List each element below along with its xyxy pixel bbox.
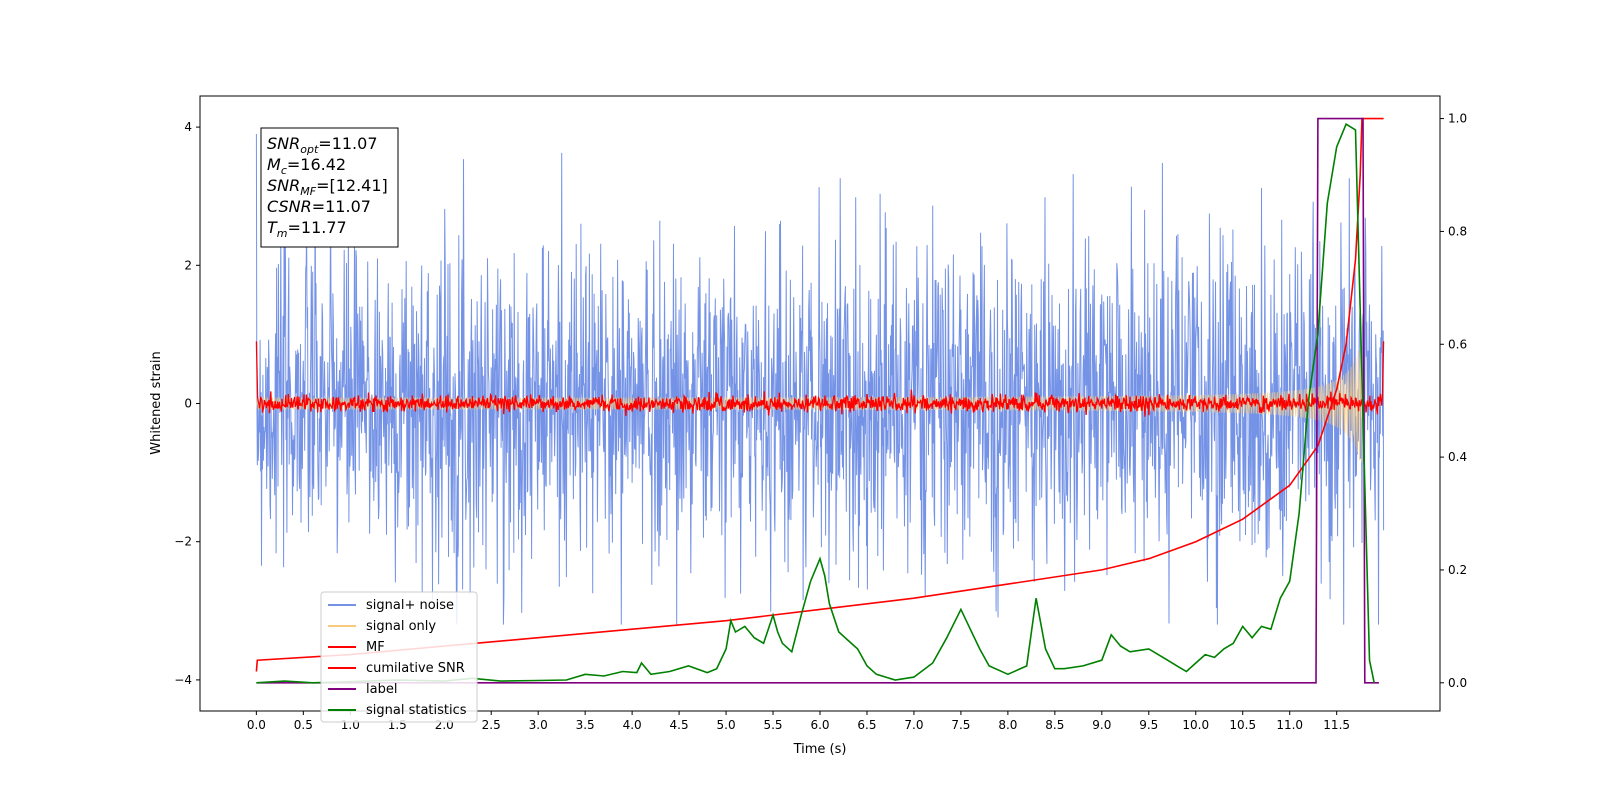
x-tick-label: 4.5 — [670, 718, 689, 732]
y2-tick-label: 0.2 — [1448, 563, 1467, 577]
series-label — [256, 117, 1379, 684]
series-signal-statistics — [256, 123, 1375, 684]
x-tick-label: 8.0 — [998, 718, 1017, 732]
x-tick-label: 6.0 — [810, 718, 829, 732]
legend-label: MF — [366, 640, 385, 655]
x-tick-label: 3.0 — [529, 718, 548, 732]
y-tick-label: 0 — [184, 397, 192, 411]
y2-tick-label: 0.0 — [1448, 676, 1467, 690]
legend-label: signal+ noise — [366, 598, 454, 613]
stats-line: SNRopt=11.07 — [267, 134, 378, 156]
y2-tick-label: 0.8 — [1448, 224, 1467, 238]
stats-line: Mc=16.42 — [267, 155, 346, 177]
x-tick-label: 11.0 — [1276, 718, 1303, 732]
x-tick-label: 5.5 — [763, 718, 782, 732]
x-tick-label: 9.0 — [1092, 718, 1111, 732]
x-tick-label: 7.0 — [904, 718, 923, 732]
y-tick-label: −4 — [174, 673, 192, 687]
legend: signal+ noise signal only MF cumilative SNR… — [320, 591, 478, 723]
x-tick-label: 7.5 — [951, 718, 970, 732]
series-signal-only — [255, 344, 1363, 463]
stats-line: CSNR=11.07 — [267, 197, 371, 216]
stats-lines: SNRopt=11.07Mc=16.42SNRMF=[12.41]CSNR=11… — [267, 134, 388, 240]
x-tick-label: 11.5 — [1323, 718, 1350, 732]
legend-box — [320, 591, 478, 723]
y2-tick-label: 0.4 — [1448, 450, 1467, 464]
series-layer — [255, 117, 1385, 684]
x-tick-label: 10.0 — [1182, 718, 1209, 732]
x-tick-label: 8.5 — [1045, 718, 1064, 732]
stats-line: Tm=11.77 — [267, 218, 347, 240]
x-tick-label: 0.0 — [247, 718, 266, 732]
y2-tick-label: 1.0 — [1448, 112, 1467, 126]
series-signal-noise — [255, 133, 1385, 625]
x-axis-title: Time (s) — [793, 742, 847, 757]
x-tick-label: 6.5 — [857, 718, 876, 732]
x-tick-label: 4.0 — [623, 718, 642, 732]
y2-tick-label: 0.6 — [1448, 337, 1467, 351]
legend-label: label — [366, 682, 397, 697]
x-tick-label: 3.5 — [576, 718, 595, 732]
y-tick-label: −2 — [174, 535, 192, 549]
x-tick-label: 2.5 — [482, 718, 501, 732]
x-tick-label: 5.0 — [717, 718, 736, 732]
y-tick-label: 2 — [184, 258, 192, 272]
legend-label: signal statistics — [366, 703, 467, 718]
legend-label: signal only — [366, 619, 436, 634]
stats-annotation: SNRopt=11.07Mc=16.42SNRMF=[12.41]CSNR=11… — [260, 127, 399, 248]
x-tick-label: 9.5 — [1139, 718, 1158, 732]
stats-line: SNRMF=[12.41] — [267, 176, 388, 198]
x-tick-label: 10.5 — [1229, 718, 1256, 732]
y-tick-label: 4 — [184, 120, 192, 134]
series-cumulative-snr — [255, 117, 1384, 672]
legend-label: cumilative SNR — [366, 661, 465, 676]
series-mf — [255, 341, 1385, 417]
stats-annotation-box — [260, 127, 399, 248]
y-axis-title: Whitened strain — [149, 351, 164, 454]
x-tick-label: 0.5 — [294, 718, 313, 732]
